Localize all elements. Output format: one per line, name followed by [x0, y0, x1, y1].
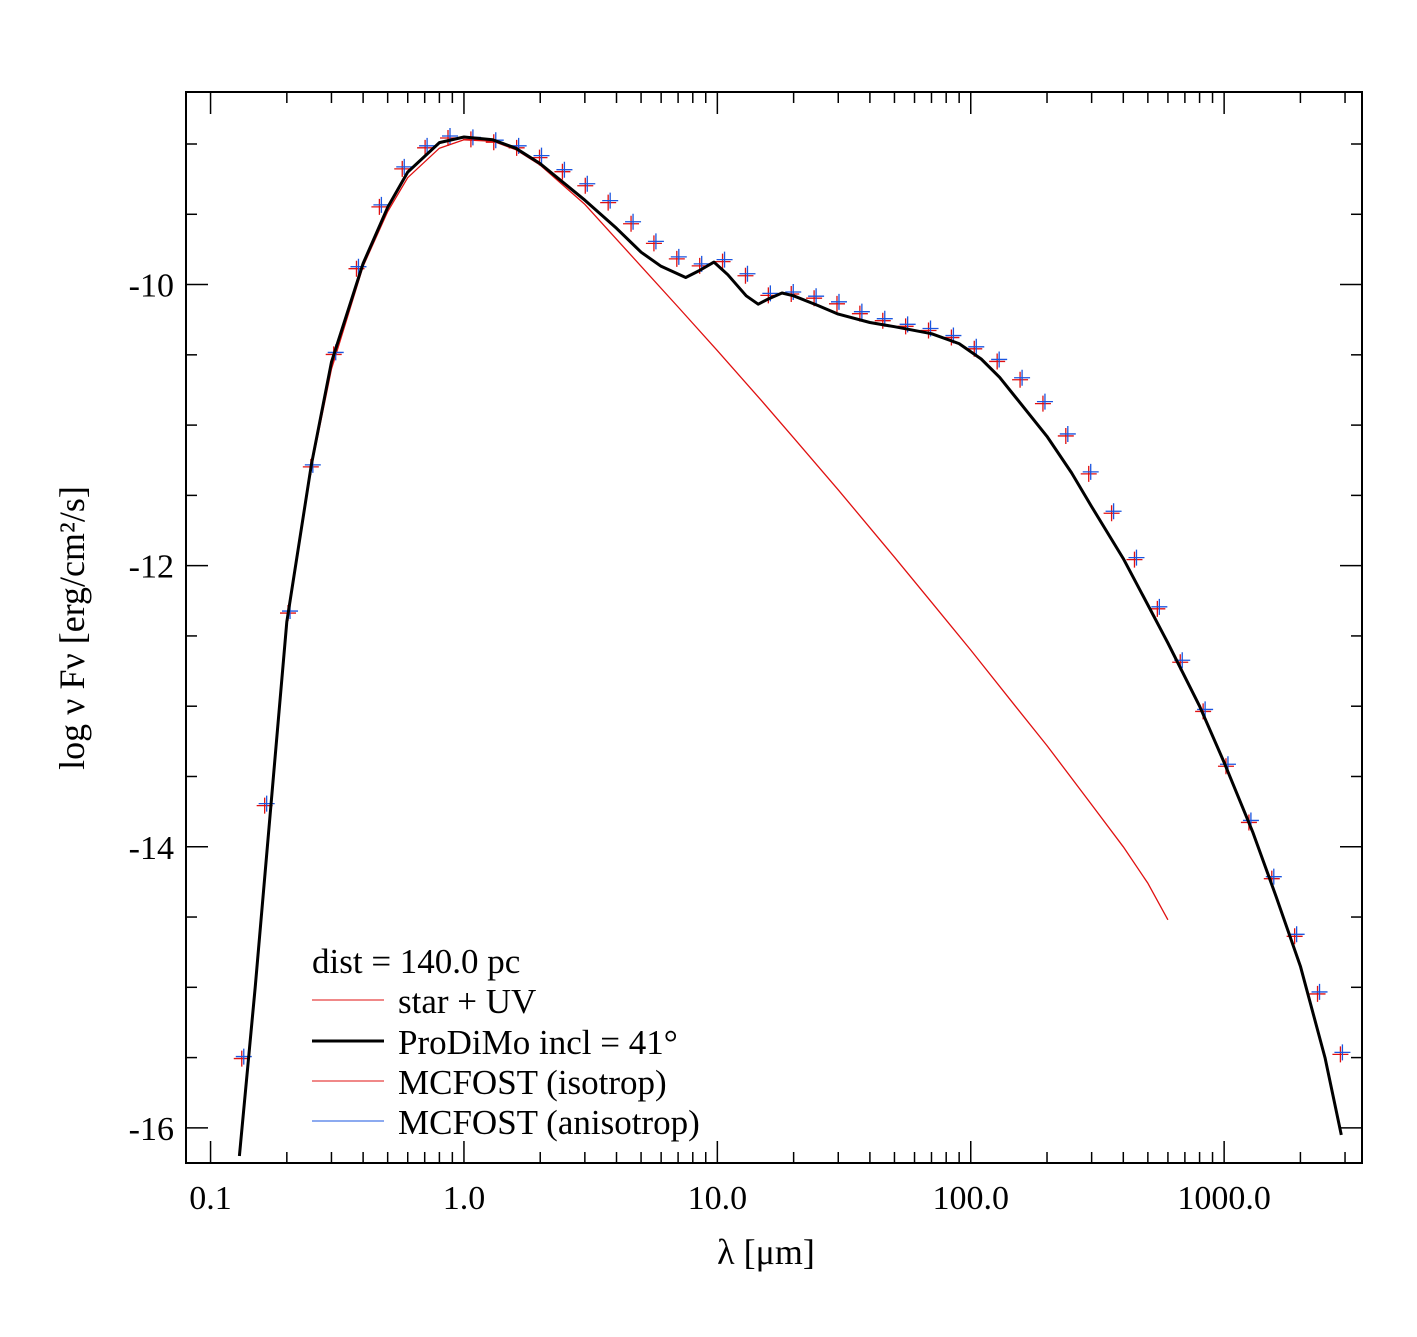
data-point [1149, 600, 1166, 617]
data-point [1014, 369, 1031, 386]
data-point [920, 322, 937, 339]
series-star-uv [238, 139, 1169, 1157]
data-point [394, 160, 411, 177]
data-point [830, 293, 847, 310]
data-point [1332, 1046, 1349, 1063]
data-point [1057, 427, 1074, 444]
data-point [828, 295, 845, 312]
data-point [579, 175, 596, 192]
data-point [602, 192, 619, 209]
series-layer [233, 127, 1351, 1157]
data-point [1105, 503, 1122, 520]
y-axis-label: log ν Fν [erg/cm²/s] [52, 486, 92, 770]
data-point [533, 147, 550, 164]
data-point [625, 213, 642, 230]
data-point [989, 353, 1006, 370]
plot-frame [185, 91, 1363, 1164]
y-tick-label: -12 [129, 549, 174, 586]
legend-label-iso: MCFOST (isotrop) [398, 1063, 667, 1102]
data-point [714, 253, 731, 270]
x-tick-label: 100.0 [932, 1180, 1009, 1217]
data-point [1080, 465, 1097, 482]
data-point [991, 351, 1008, 368]
legend-label-star: star + UV [398, 982, 536, 1021]
data-point [556, 161, 573, 178]
data-point [1126, 551, 1143, 568]
axis-ticks [186, 92, 1362, 1163]
data-point [577, 177, 594, 194]
y-tick-label: -10 [129, 268, 174, 305]
x-tick-label: 1000.0 [1177, 1180, 1271, 1217]
data-point [853, 303, 870, 320]
data-point [373, 196, 390, 213]
data-point [737, 267, 754, 284]
data-point [1103, 505, 1120, 522]
data-point [554, 163, 571, 180]
data-point [1082, 463, 1099, 480]
data-point [419, 137, 436, 154]
data-point [1151, 598, 1168, 615]
data-point [739, 265, 756, 282]
data-point [350, 258, 367, 275]
data-point [670, 248, 687, 265]
data-point [1288, 926, 1305, 943]
data-point [785, 283, 802, 300]
data-point [417, 139, 434, 156]
data-point [645, 235, 662, 252]
data-point [1012, 371, 1029, 388]
x-tick-label: 0.1 [189, 1180, 232, 1217]
data-point [1059, 425, 1076, 442]
y-tick-label: -16 [129, 1111, 174, 1148]
series-mcfost-anisotrop [235, 127, 1351, 1065]
data-point [1036, 393, 1053, 410]
legend-label-aniso: MCFOST (anisotrop) [398, 1103, 700, 1142]
data-point [1128, 549, 1145, 566]
data-point [647, 233, 664, 250]
x-tick-label: 10.0 [688, 1180, 748, 1217]
data-point [623, 215, 640, 232]
data-point [668, 250, 685, 267]
data-point [968, 338, 985, 355]
data-point [716, 251, 733, 268]
x-axis-label: λ [μm] [717, 1232, 815, 1272]
tick-labels: 0.1 1.0 10.0 100.0 1000.0 -10 -12 -14 -16 [129, 268, 1271, 1217]
legend-header: dist = 140.0 pc [312, 942, 520, 981]
data-point [1309, 985, 1326, 1002]
data-point [600, 194, 617, 211]
y-tick-label: -14 [129, 830, 174, 867]
legend-label-prodimo: ProDiMo incl = 41° [398, 1023, 678, 1062]
series-prodimo [237, 135, 1343, 1157]
data-point [1311, 983, 1328, 1000]
data-point [1334, 1044, 1351, 1061]
data-point [371, 198, 388, 215]
x-tick-label: 1.0 [443, 1180, 486, 1217]
data-point [1034, 395, 1051, 412]
data-point [808, 288, 825, 305]
series-mcfost-isotrop [233, 129, 1349, 1067]
legend: dist = 140.0 pc star + UV ProDiMo incl =… [312, 942, 700, 1142]
data-point [396, 158, 413, 175]
